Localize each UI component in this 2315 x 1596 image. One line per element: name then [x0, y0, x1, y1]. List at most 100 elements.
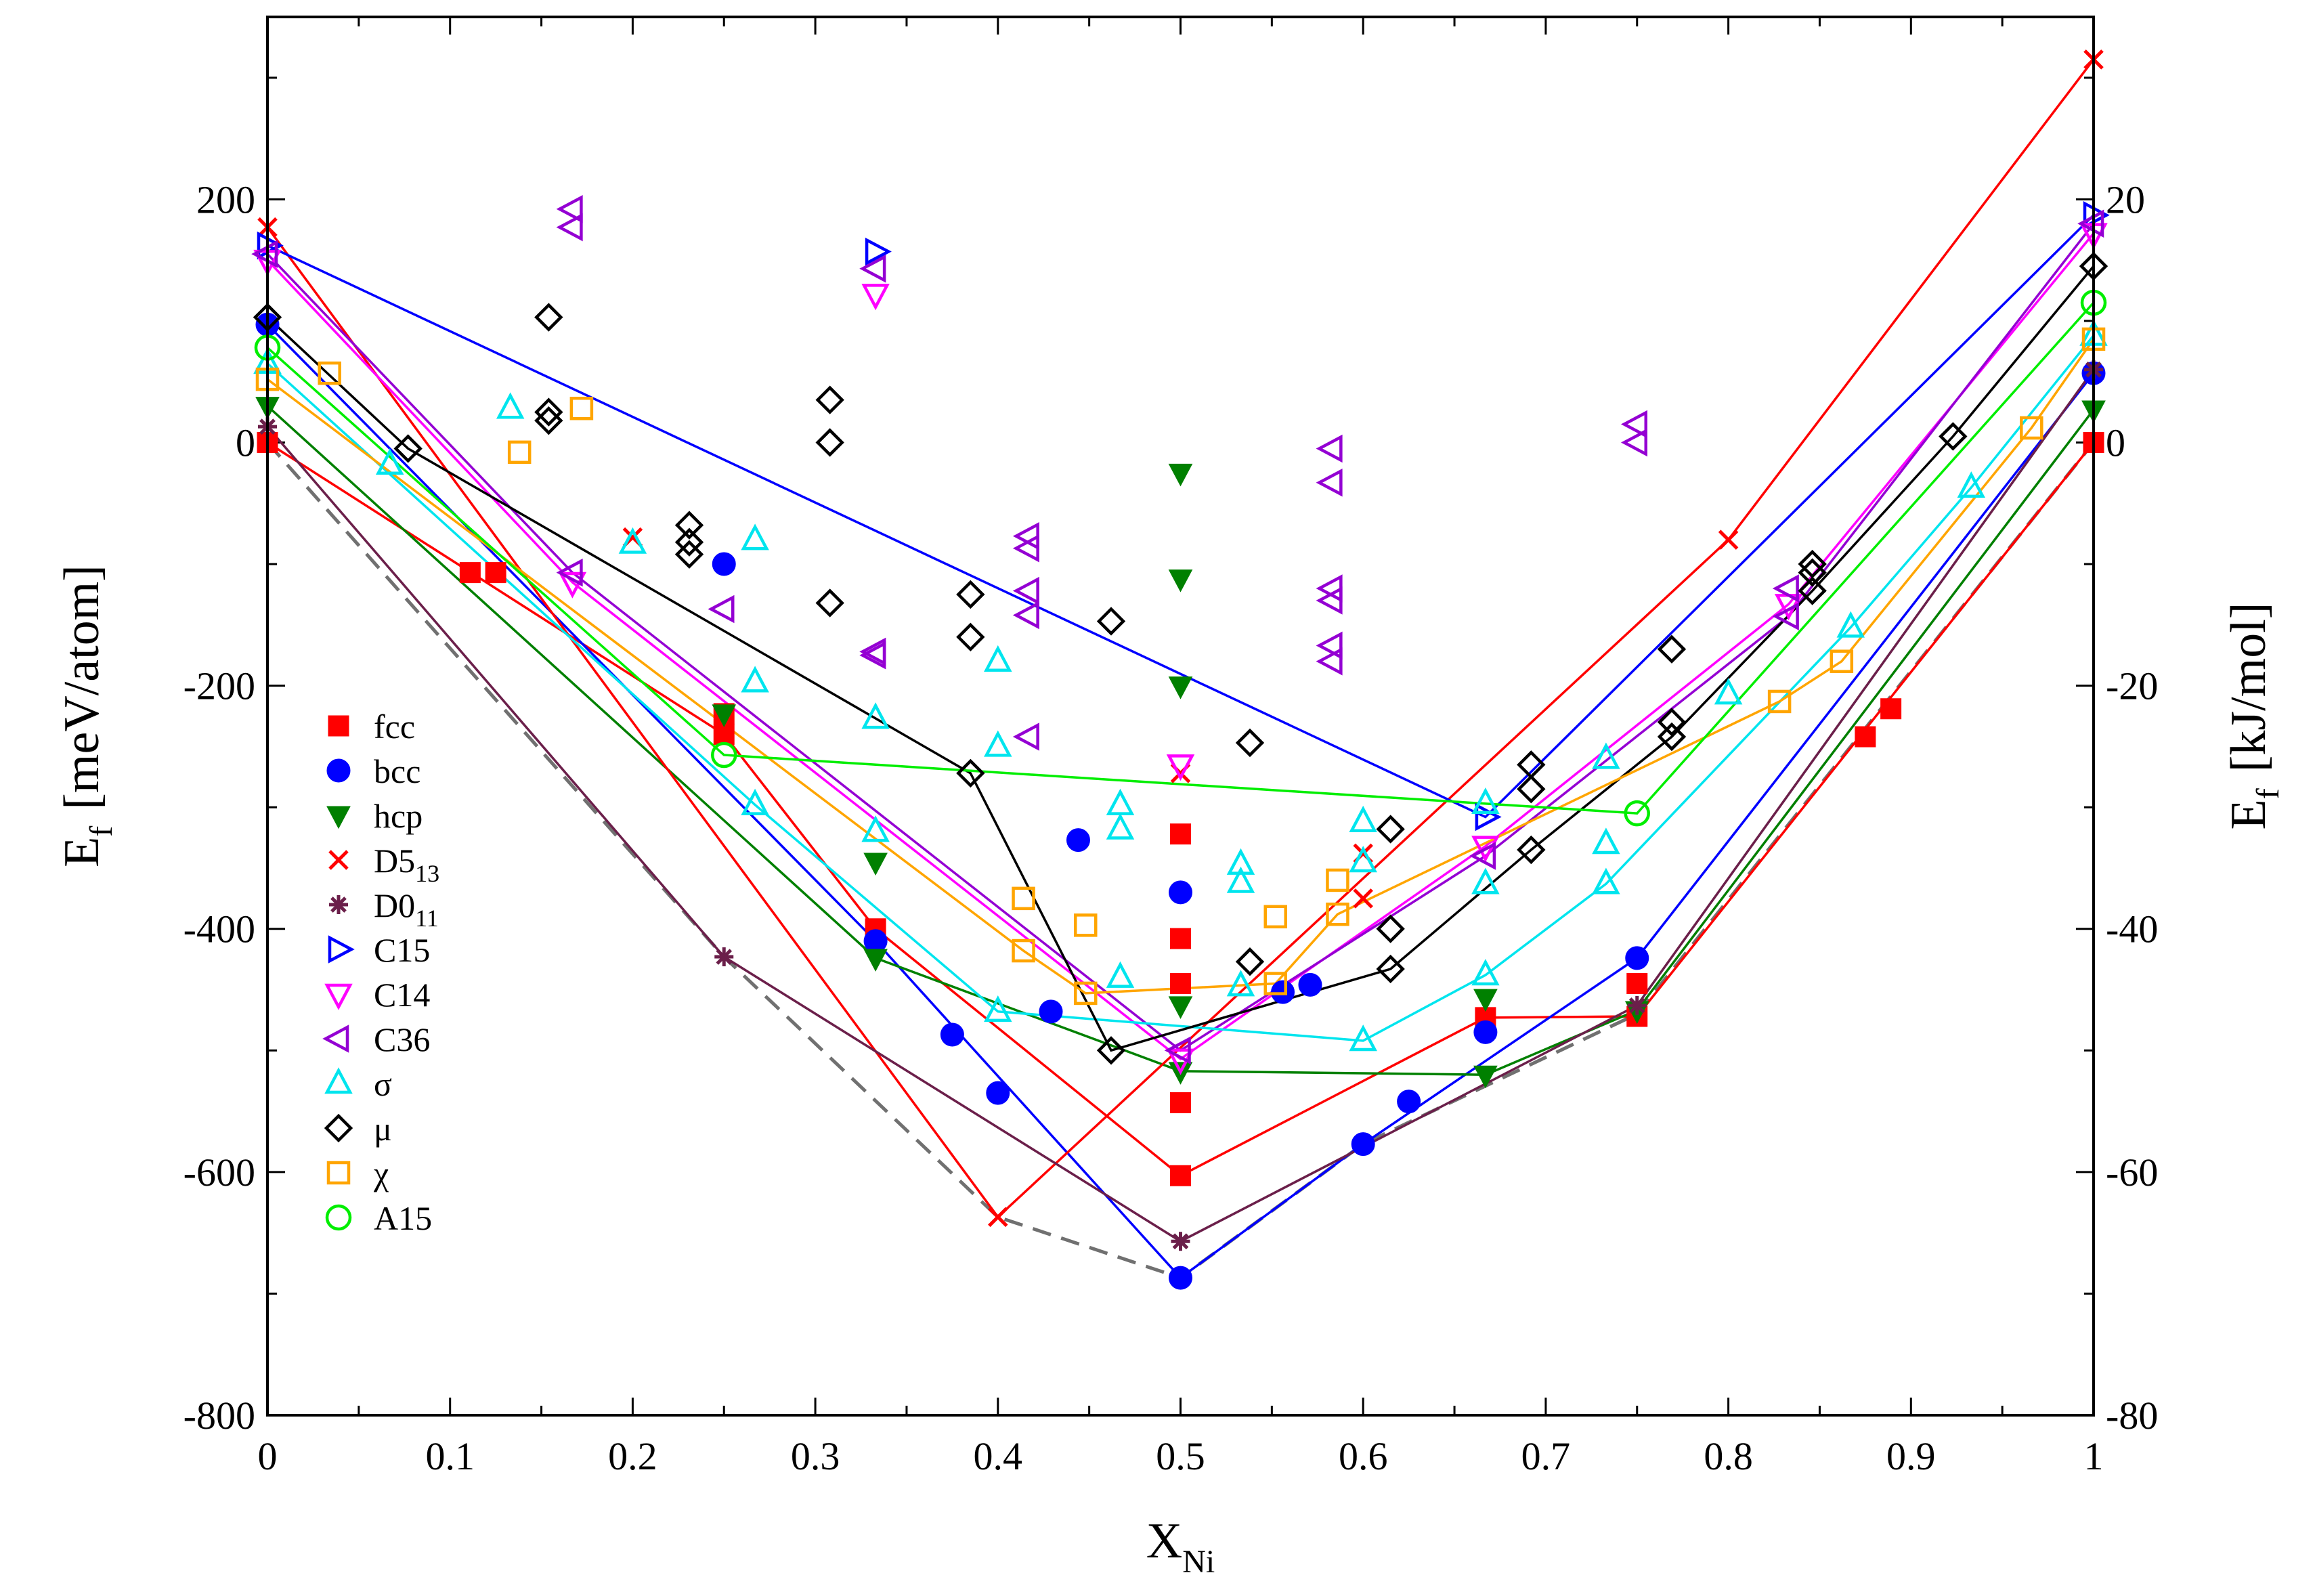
point-series [1235, 728, 1265, 758]
point-c15 [865, 237, 892, 266]
point-series [1798, 558, 1827, 587]
point-series [815, 428, 844, 457]
point-series [1714, 678, 1743, 705]
point-series [815, 588, 844, 618]
legend-label-d0-11: D011 [374, 886, 439, 932]
point-series [1012, 939, 1035, 963]
point-series [1836, 611, 1865, 638]
series-points-c36 [251, 194, 2104, 1065]
point-c36 [1772, 602, 1799, 630]
point-fcc [1170, 1165, 1191, 1186]
point-series [1767, 689, 1792, 714]
point-d0-11 [1171, 1232, 1190, 1251]
legend-label-d5-13: D513 [374, 842, 439, 887]
legend-label-c36: C36 [374, 1020, 430, 1058]
point-hcp [1168, 569, 1193, 592]
legend-label-c14: C14 [374, 976, 430, 1014]
legend-item-series: σ [324, 1065, 392, 1103]
point-series [674, 511, 704, 540]
y-tick-label: 0 [236, 420, 255, 465]
point-series [861, 702, 890, 729]
point-bcc [1351, 1132, 1375, 1157]
point-series [1226, 866, 1255, 893]
point-bcc [1271, 980, 1295, 1004]
x-tick-label: 1 [2084, 1434, 2104, 1478]
series-points-c15 [257, 200, 2110, 832]
point-c36 [1012, 576, 1039, 605]
point-c14 [1471, 836, 1500, 863]
point-fcc [1170, 1092, 1191, 1114]
point-series [1471, 867, 1500, 894]
point-series [375, 448, 404, 475]
series-points-series [253, 251, 2108, 1065]
legend-marker-series [324, 1067, 353, 1094]
point-a15 [711, 741, 737, 769]
point-fcc [1626, 973, 1648, 995]
point-series [1263, 905, 1287, 929]
point-c36 [1772, 574, 1799, 603]
point-hcp [1168, 463, 1193, 487]
y-tick-label: 200 [196, 177, 255, 221]
point-fcc [1170, 823, 1191, 845]
point-series [2020, 416, 2043, 440]
y2-tick-label: -60 [2106, 1150, 2158, 1194]
series-points-d0-11 [258, 360, 2103, 1251]
point-series [618, 527, 647, 554]
point-series [1517, 835, 1546, 865]
point-bcc [712, 552, 736, 576]
point-series [984, 995, 1012, 1022]
series-points-series [253, 319, 2108, 1052]
point-c15 [2083, 200, 2110, 230]
series-points-series [255, 327, 2106, 1006]
point-series [1592, 827, 1620, 855]
legend-marker-c14 [324, 983, 353, 1010]
point-a15 [1624, 800, 1650, 827]
point-fcc [1170, 973, 1191, 995]
y2-tick-label: -80 [2106, 1394, 2158, 1438]
point-series [1326, 868, 1349, 892]
point-d5-13 [1353, 888, 1373, 909]
legend-item-fcc: fcc [328, 708, 415, 746]
point-series [1657, 634, 1687, 664]
point-series [393, 434, 423, 463]
point-c36 [1012, 722, 1039, 751]
point-series [534, 397, 563, 427]
series-line-a15 [266, 301, 2095, 815]
legend-marker-fcc [328, 715, 349, 737]
point-c14 [558, 571, 587, 599]
point-c36 [556, 558, 583, 587]
x-tick-label: 0 [258, 1434, 278, 1478]
legend-label-bcc: bcc [374, 752, 420, 790]
point-series [1471, 787, 1500, 815]
point-fcc [1880, 698, 1902, 720]
point-d5-13 [1718, 530, 1739, 550]
point-series [569, 396, 594, 420]
legend-label-series: μ [374, 1110, 392, 1148]
point-bcc [1169, 880, 1192, 905]
point-hcp [1168, 996, 1193, 1019]
point-series [1657, 722, 1687, 752]
series-line-c15 [267, 214, 2095, 819]
point-series [534, 303, 563, 332]
series-points-fcc [257, 431, 2104, 1186]
point-series [1074, 981, 1098, 1006]
point-series [1657, 708, 1687, 737]
point-d0-11 [714, 947, 734, 967]
point-series [1326, 902, 1349, 926]
point-series [861, 815, 890, 842]
point-c36 [1316, 647, 1343, 676]
point-c36 [1620, 410, 1647, 439]
y-tick-label: -800 [183, 1394, 255, 1438]
y2-tick-label: -40 [2106, 907, 2158, 951]
point-series [1012, 886, 1035, 911]
point-series [674, 527, 704, 557]
axis-labels: XNi Ef[meV/atom] Ef[kJ/mol] [54, 565, 2286, 1580]
point-c36 [1620, 428, 1647, 457]
point-c36 [1012, 601, 1039, 630]
point-series [1592, 742, 1620, 769]
point-series [956, 580, 985, 609]
point-c36 [251, 240, 278, 268]
point-fcc [1170, 928, 1191, 949]
point-series [1939, 422, 1968, 451]
